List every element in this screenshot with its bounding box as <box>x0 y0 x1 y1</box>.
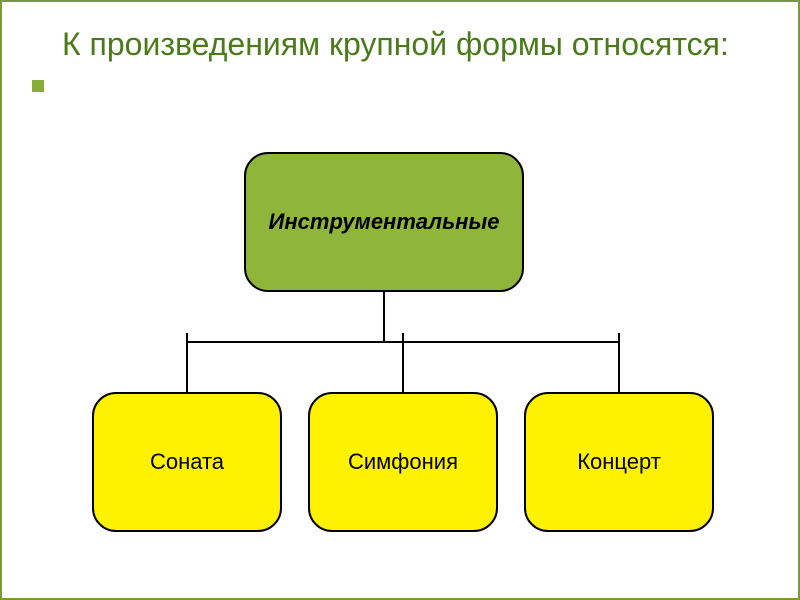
child-node: Соната <box>92 392 282 532</box>
connector-line <box>402 333 404 341</box>
connector-line <box>186 333 188 341</box>
connector-line <box>186 342 188 392</box>
connector-line <box>383 292 385 342</box>
node-label: Соната <box>150 449 224 475</box>
connector-line <box>618 333 620 341</box>
connector-line <box>402 342 404 392</box>
node-label: Симфония <box>348 449 458 475</box>
child-node: Симфония <box>308 392 498 532</box>
slide: К произведениям крупной формы относятся:… <box>0 0 800 600</box>
bullet-square-icon <box>32 80 44 92</box>
node-label: Концерт <box>577 449 661 475</box>
slide-title: К произведениям крупной формы относятся: <box>62 24 758 64</box>
connector-line <box>618 342 620 392</box>
node-label: Инструментальные <box>269 209 500 235</box>
root-node: Инструментальные <box>244 152 524 292</box>
child-node: Концерт <box>524 392 714 532</box>
